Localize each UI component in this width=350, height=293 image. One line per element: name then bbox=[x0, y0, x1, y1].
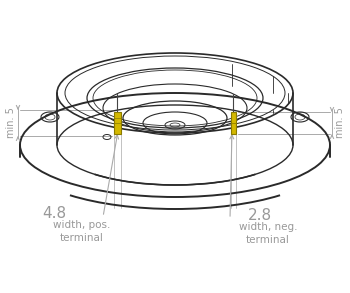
Bar bbox=[231, 112, 236, 134]
Bar bbox=[113, 112, 120, 134]
Text: 4.8: 4.8 bbox=[42, 205, 66, 221]
Text: terminal: terminal bbox=[60, 233, 104, 243]
Text: width, pos.: width, pos. bbox=[53, 220, 111, 230]
Text: min. 5: min. 5 bbox=[335, 108, 345, 138]
Text: terminal: terminal bbox=[246, 235, 290, 245]
Text: 2.8: 2.8 bbox=[248, 207, 272, 222]
Text: width, neg.: width, neg. bbox=[239, 222, 297, 232]
Text: min. 5: min. 5 bbox=[6, 108, 16, 138]
